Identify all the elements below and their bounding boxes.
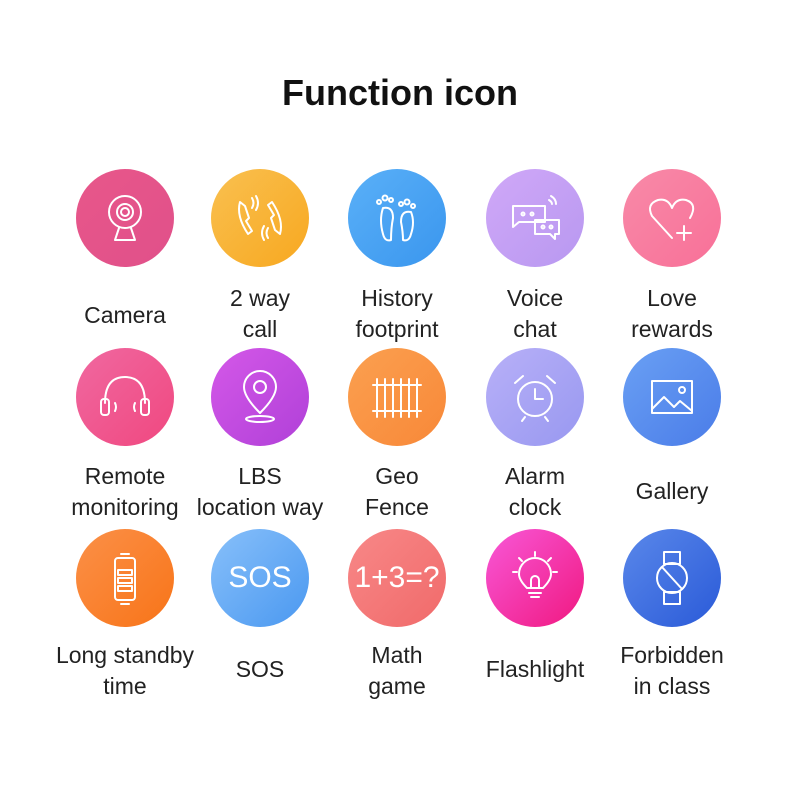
label-line: Gallery [635, 478, 709, 504]
function-label: Remote monitoring [35, 461, 215, 523]
function-label: Long standby time [35, 640, 215, 702]
label-line: Flashlight [485, 656, 585, 682]
chat-bubbles-icon [486, 169, 584, 267]
label-line: rewards [631, 316, 713, 342]
label-line: time [103, 673, 147, 699]
page-title: Function icon [282, 72, 518, 113]
function-label: Love rewards [582, 283, 762, 345]
function-label: Alarm clock [445, 461, 625, 523]
label-line: History [361, 285, 433, 311]
fence-icon [348, 348, 446, 446]
function-label: Camera [35, 300, 215, 331]
label-line: Camera [84, 302, 166, 328]
function-label: History footprint [307, 283, 487, 345]
math-icon: 1+3=? [348, 529, 446, 627]
label-line: monitoring [71, 494, 179, 520]
label-line: chat [513, 316, 557, 342]
function-label: Forbidden in class [582, 640, 762, 702]
function-label: Flashlight [445, 654, 625, 685]
image-icon [623, 348, 721, 446]
label-line: Long standby [55, 642, 195, 668]
label-line: Math [371, 642, 423, 668]
function-label: Voice chat [445, 283, 625, 345]
sos-icon: SOS [211, 529, 309, 627]
heart-plus-icon [623, 169, 721, 267]
webcam-icon [76, 169, 174, 267]
icon-text: 1+3=? [354, 561, 440, 594]
battery-icon [76, 529, 174, 627]
function-label: LBS location way [170, 461, 350, 523]
icon-text: SOS [228, 561, 292, 594]
location-pin-icon [211, 348, 309, 446]
function-label: Geo Fence [307, 461, 487, 523]
label-line: in class [633, 673, 711, 699]
function-label: Gallery [582, 476, 762, 507]
label-line: location way [196, 494, 324, 520]
label-line: Forbidden [620, 642, 724, 668]
headphones-icon [76, 348, 174, 446]
alarm-clock-icon [486, 348, 584, 446]
label-line: Love [647, 285, 697, 311]
phone-call-icon [211, 169, 309, 267]
label-line: call [242, 316, 278, 342]
function-label: SOS [170, 654, 350, 685]
footprints-icon [348, 169, 446, 267]
forbidden-watch-icon [623, 529, 721, 627]
label-line: Remote [84, 463, 166, 489]
function-label: 2 way call [170, 283, 350, 345]
label-line: SOS [235, 656, 285, 682]
function-label: Math game [307, 640, 487, 702]
label-line: Alarm [504, 463, 566, 489]
label-line: game [368, 673, 426, 699]
label-line: footprint [355, 316, 439, 342]
label-line: clock [508, 494, 562, 520]
label-line: 2 way [229, 285, 291, 311]
label-line: LBS [238, 463, 282, 489]
label-line: Fence [365, 494, 429, 520]
label-line: Voice [506, 285, 564, 311]
lightbulb-icon [486, 529, 584, 627]
label-line: Geo [375, 463, 419, 489]
